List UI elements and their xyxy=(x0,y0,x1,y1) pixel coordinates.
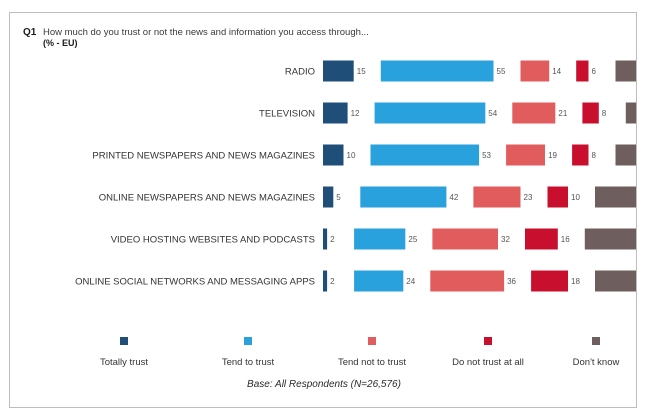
data-label-totally-trust: 10 xyxy=(347,151,356,160)
legend-item-tend-not-to-trust: Tend not to trust xyxy=(338,337,406,368)
data-label-tend-to-trust: 55 xyxy=(497,67,506,76)
data-label-tend-to-trust: 24 xyxy=(406,277,415,286)
bar-tend-not-to-trust xyxy=(520,60,550,82)
bar-do-not-trust-at-all xyxy=(582,102,599,124)
data-label-tend-to-trust: 53 xyxy=(482,151,491,160)
bar-don-t-know xyxy=(615,144,636,166)
data-label-do-not-trust-at-all: 8 xyxy=(592,151,597,160)
bar-don-t-know xyxy=(615,60,636,82)
chart-frame: Q1 How much do you trust or not the news… xyxy=(9,12,637,408)
category-label: RADIO xyxy=(285,67,315,78)
category-label: VIDEO HOSTING WEBSITES AND PODCASTS xyxy=(111,235,315,246)
data-label-do-not-trust-at-all: 6 xyxy=(592,67,597,76)
legend-swatch xyxy=(484,337,492,345)
legend-label: Tend to trust xyxy=(222,357,275,368)
data-label-tend-not-to-trust: 23 xyxy=(524,193,533,202)
legend-label: Do not trust at all xyxy=(452,357,524,368)
question-text: How much do you trust or not the news an… xyxy=(43,27,369,38)
bar-tend-not-to-trust xyxy=(432,228,498,250)
legend-swatch xyxy=(244,337,252,345)
bar-tend-not-to-trust xyxy=(430,270,505,292)
question-number: Q1 xyxy=(23,27,37,38)
bar-totally-trust xyxy=(323,228,328,250)
legend-label: Totally trust xyxy=(100,357,148,368)
bar-tend-to-trust xyxy=(360,186,447,208)
bar-totally-trust xyxy=(323,144,344,166)
category-label: ONLINE SOCIAL NETWORKS AND MESSAGING APP… xyxy=(75,277,315,288)
data-label-tend-not-to-trust: 19 xyxy=(548,151,557,160)
bar-tend-not-to-trust xyxy=(473,186,521,208)
chart-rows: RADIO155514610TELEVISION12542185PRINTED … xyxy=(75,60,637,292)
trust-chart: Q1 How much do you trust or not the news… xyxy=(23,27,637,390)
data-label-do-not-trust-at-all: 18 xyxy=(571,277,580,286)
bar-totally-trust xyxy=(323,186,334,208)
bar-tend-not-to-trust xyxy=(512,102,556,124)
bar-totally-trust xyxy=(323,102,348,124)
bar-do-not-trust-at-all xyxy=(576,60,589,82)
data-label-tend-to-trust: 42 xyxy=(449,193,458,202)
data-label-totally-trust: 15 xyxy=(357,67,366,76)
data-label-totally-trust: 5 xyxy=(336,193,341,202)
chart-row-radio: RADIO155514610 xyxy=(285,60,636,82)
data-label-tend-not-to-trust: 32 xyxy=(501,235,510,244)
data-label-totally-trust: 2 xyxy=(330,277,335,286)
base-footnote: Base: All Respondents (N=26,576) xyxy=(247,379,401,390)
bar-do-not-trust-at-all xyxy=(572,144,589,166)
bar-do-not-trust-at-all xyxy=(525,228,558,250)
data-label-tend-not-to-trust: 21 xyxy=(558,109,567,118)
data-label-totally-trust: 2 xyxy=(330,235,335,244)
bar-do-not-trust-at-all xyxy=(531,270,568,292)
bar-totally-trust xyxy=(323,270,328,292)
data-label-totally-trust: 12 xyxy=(351,109,360,118)
legend-item-totally-trust: Totally trust xyxy=(100,337,148,368)
question-subtitle: (% - EU) xyxy=(43,38,78,48)
chart-row-video-hosting-websites-and-podcasts: VIDEO HOSTING WEBSITES AND PODCASTS 2 25 32… xyxy=(111,228,636,250)
bar-tend-to-trust xyxy=(374,102,486,124)
bar-tend-to-trust xyxy=(370,144,480,166)
bar-do-not-trust-at-all xyxy=(547,186,568,208)
bar-don-t-know xyxy=(595,270,636,292)
chart-row-online-newspapers-and-news-magazines: ONLINE NEWSPAPERS AND NEWS MAGAZINES 5 42 2… xyxy=(99,186,636,208)
bar-don-t-know xyxy=(625,102,637,124)
data-label-tend-not-to-trust: 36 xyxy=(507,277,516,286)
legend-item-tend-to-trust: Tend to trust xyxy=(222,337,275,368)
bar-tend-not-to-trust xyxy=(506,144,545,166)
data-label-tend-to-trust: 54 xyxy=(488,109,497,118)
legend-swatch xyxy=(592,337,600,345)
data-label-tend-to-trust: 25 xyxy=(408,235,417,244)
data-label-do-not-trust-at-all: 16 xyxy=(561,235,570,244)
bar-totally-trust xyxy=(323,60,354,82)
category-label: TELEVISION xyxy=(259,109,315,120)
data-label-tend-not-to-trust: 14 xyxy=(552,67,561,76)
data-label-do-not-trust-at-all: 10 xyxy=(571,193,580,202)
legend-label: Don't know xyxy=(573,357,620,368)
legend-item-don-t-know: Don't know xyxy=(573,337,620,368)
bar-tend-to-trust xyxy=(354,228,406,250)
category-label: PRINTED NEWSPAPERS AND NEWS MAGAZINES xyxy=(92,151,315,162)
legend-swatch xyxy=(368,337,376,345)
legend-swatch xyxy=(120,337,128,345)
legend-label: Tend not to trust xyxy=(338,357,406,368)
chart-legend: Totally trust Tend to trust Tend not to tr… xyxy=(100,337,620,368)
bar-tend-to-trust xyxy=(380,60,494,82)
category-label: ONLINE NEWSPAPERS AND NEWS MAGAZINES xyxy=(99,193,315,204)
bar-tend-to-trust xyxy=(354,270,404,292)
bar-don-t-know xyxy=(584,228,636,250)
legend-item-do-not-trust-at-all: Do not trust at all xyxy=(452,337,524,368)
data-label-do-not-trust-at-all: 8 xyxy=(602,109,607,118)
bar-don-t-know xyxy=(595,186,636,208)
chart-row-online-social-networks-and-messaging-apps: ONLINE SOCIAL NETWORKS AND MESSAGING APP… xyxy=(75,270,636,292)
chart-row-television: TELEVISION12542185 xyxy=(259,102,637,124)
chart-row-printed-newspapers-and-news-magazines: PRINTED NEWSPAPERS AND NEWS MAGAZINES 10 5… xyxy=(92,144,636,166)
